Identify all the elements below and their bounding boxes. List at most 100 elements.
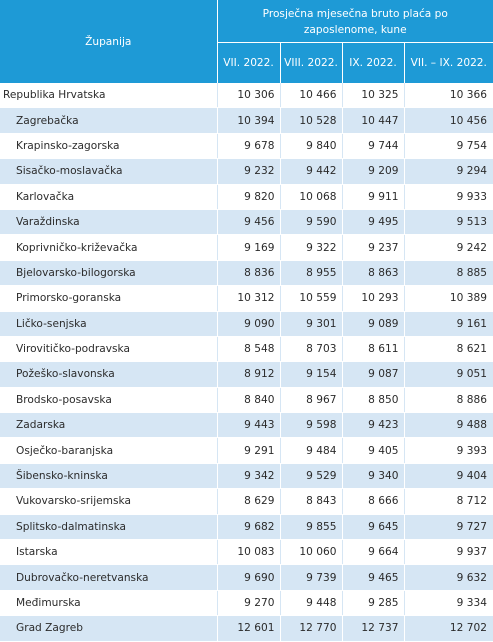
salary-value-cell: 9 322 (280, 234, 343, 261)
salary-value-cell: 9 393 (404, 437, 493, 464)
salary-value-cell: 9 690 (217, 564, 281, 591)
salary-value-cell: 9 089 (342, 311, 405, 337)
salary-value-cell: 9 937 (404, 539, 493, 566)
salary-value-cell: 10 456 (404, 107, 493, 134)
salary-value-cell: 9 664 (342, 539, 405, 566)
salary-value-cell: 9 727 (404, 514, 493, 541)
county-name-cell: Virovitičko-podravska (0, 336, 218, 363)
county-name-cell: Požeško-slavonska (0, 361, 218, 388)
salary-value-cell: 9 340 (342, 463, 405, 490)
period-header-jul: VII. 2022. (217, 42, 281, 83)
salary-value-cell: 8 666 (342, 488, 405, 515)
table-row: Karlovačka 9 820 10 068 9 911 9 933 (0, 184, 493, 210)
salary-value-cell: 10 312 (217, 285, 281, 312)
salary-value-cell: 9 301 (280, 311, 343, 337)
table-row: Varaždinska 9 456 9 590 9 495 9 513 (0, 209, 493, 236)
salary-value-cell: 9 342 (217, 463, 281, 490)
salary-value-cell: 9 423 (342, 412, 405, 439)
salary-value-cell: 9 334 (404, 590, 493, 617)
table-header: Županija Prosječna mjesečna bruto plaća … (0, 0, 493, 83)
county-name-cell: Primorsko-goranska (0, 285, 218, 312)
salary-value-cell: 9 209 (342, 158, 405, 185)
salary-value-cell: 8 850 (342, 387, 405, 414)
table-row: Istarska 10 083 10 060 9 664 9 937 (0, 539, 493, 566)
salary-value-cell: 9 744 (342, 133, 405, 160)
salary-value-cell: 9 285 (342, 590, 405, 617)
salary-value-cell: 8 955 (280, 260, 343, 287)
salary-value-cell: 9 294 (404, 158, 493, 185)
salary-value-cell: 8 885 (404, 260, 493, 287)
salary-value-cell: 10 394 (217, 107, 281, 134)
salary-value-cell: 9 590 (280, 209, 343, 236)
salary-value-cell: 9 161 (404, 311, 493, 337)
county-name-cell: Šibensko-kninska (0, 463, 218, 490)
salary-value-cell: 9 820 (217, 184, 281, 210)
county-name-cell: Brodsko-posavska (0, 387, 218, 414)
salary-value-cell: 8 703 (280, 336, 343, 363)
salary-value-cell: 9 465 (342, 564, 405, 591)
table-row: Vukovarsko-srijemska 8 629 8 843 8 666 8 712 (0, 488, 493, 515)
salary-value-cell: 9 443 (217, 412, 281, 439)
table-row: Dubrovačko-neretvanska 9 690 9 739 9 465 9 6… (0, 564, 493, 591)
county-name-cell: Varaždinska (0, 209, 218, 236)
county-name-cell: Ličko-senjska (0, 311, 218, 337)
county-column-header: Županija (0, 0, 218, 83)
salary-value-cell: 9 495 (342, 209, 405, 236)
county-name-cell: Sisačko-moslavačka (0, 158, 218, 185)
salary-value-cell: 9 933 (404, 184, 493, 210)
salary-value-cell: 9 484 (280, 437, 343, 464)
period-header-quarter: VII. – IX. 2022. (404, 42, 493, 83)
salary-value-cell: 10 528 (280, 107, 343, 134)
salary-value-cell: 9 645 (342, 514, 405, 541)
county-name-cell: Koprivničko-križevačka (0, 234, 218, 261)
salary-value-cell: 10 060 (280, 539, 343, 566)
salary-value-cell: 9 855 (280, 514, 343, 541)
salary-value-cell: 10 389 (404, 285, 493, 312)
salary-value-cell: 9 232 (217, 158, 281, 185)
county-name-cell: Dubrovačko-neretvanska (0, 564, 218, 591)
salary-value-cell: 10 466 (280, 83, 343, 109)
salary-value-cell: 9 154 (280, 361, 343, 388)
county-name-cell: Istarska (0, 539, 218, 566)
salary-value-cell: 9 242 (404, 234, 493, 261)
salary-value-cell: 12 737 (342, 615, 405, 642)
salary-value-cell: 8 843 (280, 488, 343, 515)
salary-value-cell: 10 306 (217, 83, 281, 109)
salary-value-cell: 9 051 (404, 361, 493, 388)
salary-value-cell: 9 404 (404, 463, 493, 490)
county-name-cell: Splitsko-dalmatinska (0, 514, 218, 541)
salary-value-cell: 9 840 (280, 133, 343, 160)
salary-value-cell: 9 911 (342, 184, 405, 210)
period-header-sep: IX. 2022. (342, 42, 405, 83)
table-body: Republika Hrvatska 10 306 10 466 10 325 10 3… (0, 83, 493, 642)
table-row: Splitsko-dalmatinska 9 682 9 855 9 645 9 727 (0, 514, 493, 541)
county-name-cell: Karlovačka (0, 184, 218, 210)
table-row: Koprivničko-križevačka 9 169 9 322 9 237 9 2… (0, 234, 493, 261)
salary-value-cell: 8 886 (404, 387, 493, 414)
salary-value-cell: 8 840 (217, 387, 281, 414)
table-row: Osječko-baranjska 9 291 9 484 9 405 9 393 (0, 437, 493, 464)
salary-value-cell: 8 611 (342, 336, 405, 363)
salary-value-cell: 9 442 (280, 158, 343, 185)
county-name-cell: Republika Hrvatska (0, 83, 218, 109)
table-row: Šibensko-kninska 9 342 9 529 9 340 9 404 (0, 463, 493, 490)
salary-value-cell: 9 448 (280, 590, 343, 617)
county-name-cell: Osječko-baranjska (0, 437, 218, 464)
salary-value-cell: 9 513 (404, 209, 493, 236)
table-row: Međimurska 9 270 9 448 9 285 9 334 (0, 590, 493, 617)
salary-value-cell: 9 405 (342, 437, 405, 464)
table-row: Sisačko-moslavačka 9 232 9 442 9 209 9 294 (0, 158, 493, 185)
table-row: Primorsko-goranska 10 312 10 559 10 293 10 3… (0, 285, 493, 312)
salary-value-cell: 10 293 (342, 285, 405, 312)
table-row: Brodsko-posavska 8 840 8 967 8 850 8 886 (0, 387, 493, 414)
salary-value-cell: 8 629 (217, 488, 281, 515)
salary-value-cell: 9 678 (217, 133, 281, 160)
salary-value-cell: 10 083 (217, 539, 281, 566)
salary-value-cell: 12 770 (280, 615, 343, 642)
salary-value-cell: 12 601 (217, 615, 281, 642)
table-row: Krapinsko-zagorska 9 678 9 840 9 744 9 754 (0, 133, 493, 160)
salary-value-cell: 10 366 (404, 83, 493, 109)
salary-value-cell: 8 836 (217, 260, 281, 287)
salary-value-cell: 8 712 (404, 488, 493, 515)
salary-value-cell: 10 447 (342, 107, 405, 134)
